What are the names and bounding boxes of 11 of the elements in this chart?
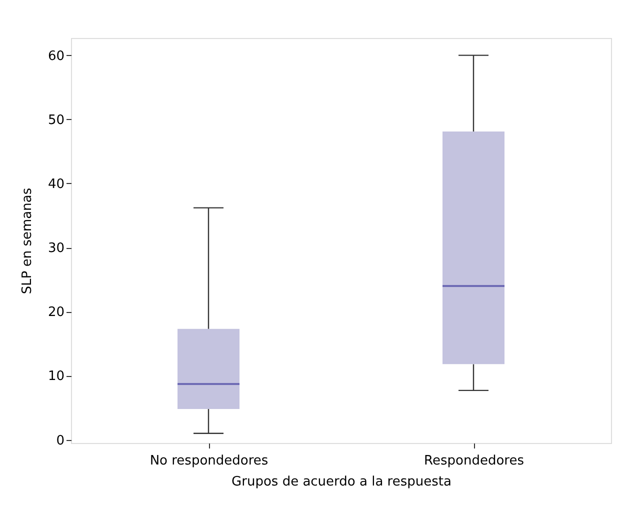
y-tick-label: 60 bbox=[48, 48, 64, 64]
y-tick-label: 10 bbox=[48, 369, 64, 384]
y-tick-label: 20 bbox=[48, 305, 64, 320]
x-tick-label: No respondedores bbox=[150, 454, 268, 468]
x-axis-title: Grupos de acuerdo a la respuesta bbox=[232, 474, 452, 490]
y-tick-label: 0 bbox=[56, 433, 64, 448]
y-tick-label: 50 bbox=[48, 112, 64, 128]
x-tick-label: Respondedores bbox=[424, 454, 524, 468]
y-tick-label: 40 bbox=[48, 176, 64, 192]
y-axis-title: SLP en semanas bbox=[20, 188, 35, 294]
y-tick-label: 30 bbox=[48, 241, 64, 256]
